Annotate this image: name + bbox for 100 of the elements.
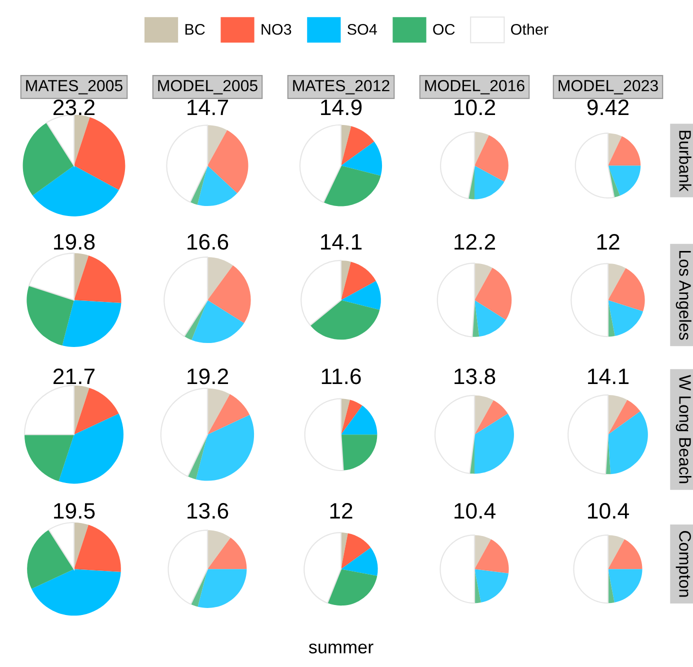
text: 14.9 [321, 99, 362, 116]
text: Burbank [679, 130, 692, 192]
pie-slice [166, 124, 208, 203]
pie-slice [300, 260, 342, 326]
pie-slice [436, 262, 476, 338]
chart-title: MODEL_2023 [558, 80, 658, 94]
pie-slice [434, 394, 476, 474]
text: 14.7 [188, 100, 228, 116]
pie-slice [192, 300, 244, 344]
chart-title: MODEL_2005 [158, 80, 258, 94]
pie-slice [22, 122, 74, 196]
text: 14.1 [588, 368, 629, 384]
pie-slice [574, 132, 615, 198]
pie-slice [208, 530, 231, 570]
pie-slice [208, 538, 247, 570]
pie-slice [160, 388, 208, 477]
text: 13.8 [454, 368, 496, 384]
pie-slice [28, 252, 75, 301]
legend-label: OC [433, 24, 455, 35]
pie-slice [573, 534, 609, 604]
text: summer [308, 644, 374, 654]
pie-slice [608, 300, 644, 336]
text: 23.2 [53, 99, 95, 116]
pie-slice [208, 130, 248, 194]
pie-slice [341, 406, 378, 435]
text: 13.6 [188, 502, 228, 519]
text: 16.6 [188, 234, 228, 250]
pie-slice [208, 394, 250, 435]
pie-slice [58, 414, 124, 484]
pie-slice [341, 400, 362, 435]
pie-slice [299, 124, 342, 203]
pie-slice [474, 135, 508, 182]
text: 12 [597, 234, 620, 250]
pie-slice [208, 125, 228, 166]
pie-slice [304, 532, 342, 604]
pie-slice [74, 253, 89, 300]
text: 14.1 [321, 234, 362, 250]
pie-slice [74, 255, 122, 304]
pie-slice [608, 539, 642, 570]
pie-slice [474, 414, 514, 474]
text: 19.8 [54, 234, 95, 250]
pie-slice [74, 114, 90, 166]
text: 9.42 [587, 99, 629, 116]
pie-slice [327, 569, 378, 606]
pie-slice [341, 434, 378, 470]
pie-slice [608, 268, 645, 312]
pie-slice [474, 400, 508, 435]
pie-slice [341, 142, 382, 176]
pie-slice [474, 166, 504, 200]
chart-title: MATES_2012 [293, 80, 390, 94]
pie-slice [197, 166, 238, 206]
legend-label: BC [185, 24, 205, 35]
text: 10.4 [454, 502, 496, 519]
text: 10.4 [588, 502, 629, 519]
text: 12.2 [454, 234, 496, 250]
pie-slice [474, 132, 489, 166]
pie-slice [341, 548, 378, 576]
pie-slice [570, 262, 609, 338]
pie-slice [196, 414, 254, 481]
pie-slice [474, 535, 492, 570]
pie-slice [74, 388, 119, 435]
text: 10.2 [454, 99, 496, 116]
pie-slice [74, 117, 126, 190]
pie-slice [440, 131, 476, 200]
pie-slice [208, 265, 251, 324]
legend-label: Other [511, 24, 548, 35]
pie-slice [48, 522, 75, 570]
text: 21.7 [53, 368, 95, 384]
legend-label: SO4 [348, 24, 377, 35]
text: 19.5 [54, 502, 95, 519]
pie-slice [608, 535, 625, 570]
pie-slice [341, 533, 371, 570]
pie-slice [168, 530, 208, 605]
pie-slice [24, 384, 75, 436]
pie-slice [474, 300, 506, 337]
pie-slice [208, 257, 233, 300]
pie-slice [474, 395, 494, 435]
pie-slice [198, 569, 247, 608]
pie-slice [608, 569, 642, 602]
pie-slice [474, 569, 509, 602]
pie-slice [608, 411, 648, 474]
text: 19.2 [188, 368, 228, 384]
pie-slice [208, 388, 230, 435]
pie-slice [62, 300, 122, 348]
pie-slice [32, 569, 121, 616]
pie-slice [324, 166, 381, 206]
text: W Long Beach [676, 374, 692, 484]
pie-slice [608, 166, 641, 196]
pie-slice [26, 286, 74, 346]
pie-slice [32, 166, 119, 216]
pie-slice [474, 268, 512, 320]
pie-slice [474, 263, 492, 300]
chart-title: MODEL_2016 [425, 80, 524, 94]
pie-slice [304, 398, 344, 472]
pie-slice [74, 524, 121, 572]
pie-slice [74, 522, 89, 570]
pie-slice [24, 434, 74, 482]
pie-slice [341, 126, 374, 166]
pie-slice [164, 256, 208, 337]
pie-slice [608, 136, 641, 166]
